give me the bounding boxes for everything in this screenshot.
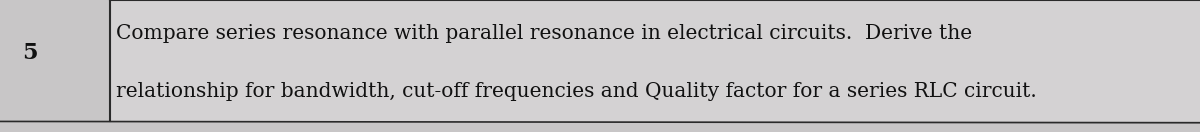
Text: relationship for bandwidth, cut-off frequencies and Quality factor for a series : relationship for bandwidth, cut-off freq… [116, 82, 1037, 101]
Text: 5: 5 [23, 42, 37, 64]
Text: Compare series resonance with parallel resonance in electrical circuits.  Derive: Compare series resonance with parallel r… [116, 24, 972, 43]
